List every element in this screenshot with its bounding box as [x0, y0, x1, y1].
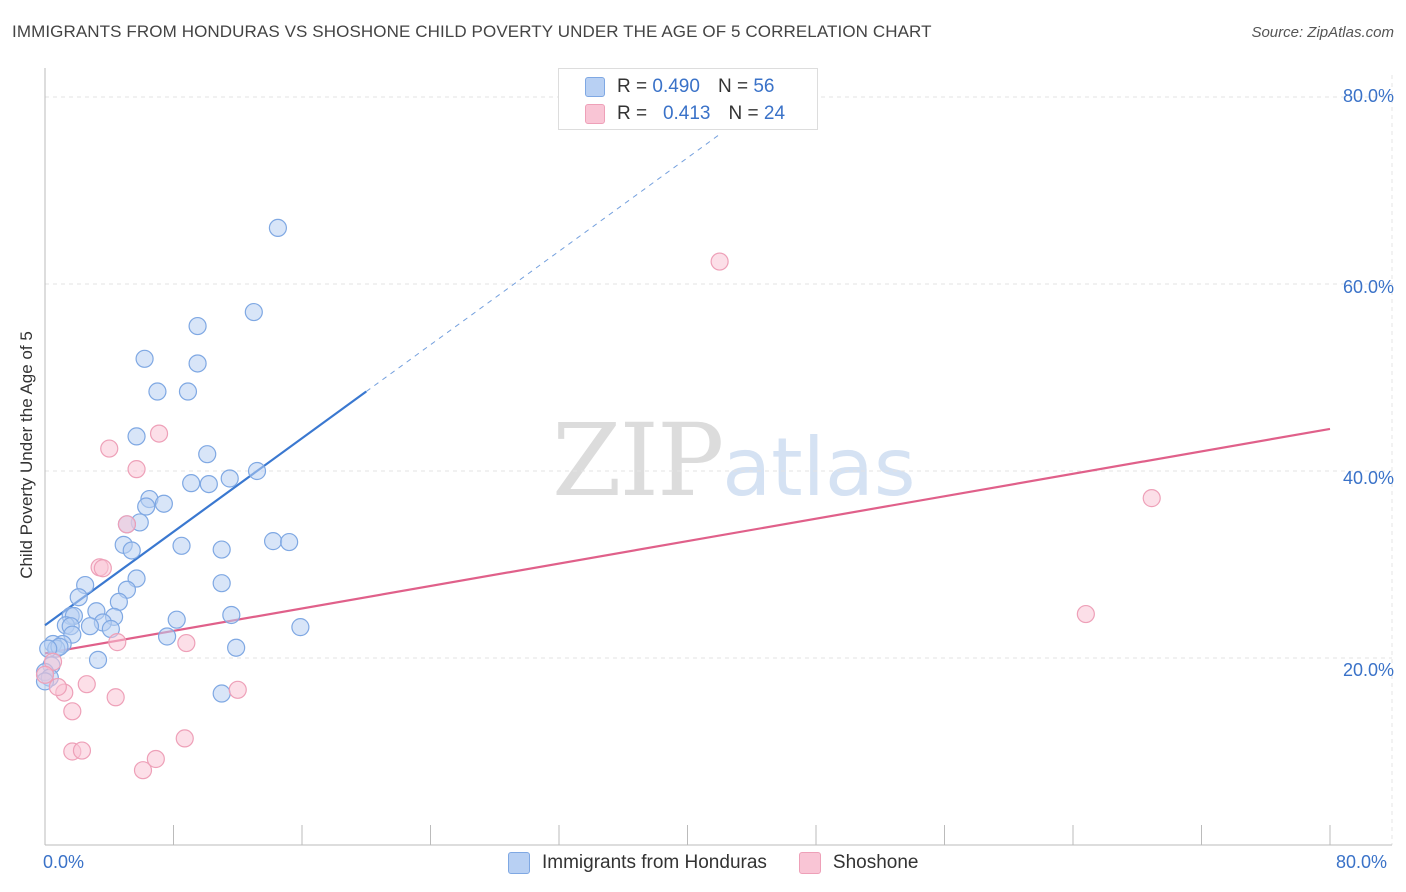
- data-point: [80, 617, 100, 636]
- data-point: [177, 633, 196, 653]
- data-point: [117, 515, 137, 534]
- data-point: [127, 460, 146, 479]
- data-point: [198, 445, 217, 464]
- trend-lines: [44, 133, 1331, 655]
- r-label: R =: [617, 76, 648, 97]
- data-point: [122, 541, 141, 560]
- x-tick-label: 80.0%: [1336, 852, 1388, 872]
- data-point: [188, 316, 207, 336]
- r-value: 0.490: [652, 76, 700, 97]
- trend-line: [44, 427, 1331, 655]
- data-point: [263, 532, 283, 551]
- x-tick-label: 0.0%: [43, 852, 85, 872]
- data-point: [244, 302, 263, 322]
- data-point: [710, 252, 729, 271]
- data-point: [72, 741, 92, 760]
- data-point: [148, 382, 167, 401]
- chart-title: IMMIGRANTS FROM HONDURAS VS SHOSHONE CHI…: [12, 22, 932, 41]
- data-point: [157, 627, 177, 646]
- data-point: [43, 652, 63, 671]
- trend-line: [44, 390, 367, 627]
- legend-item-shoshone: Shoshone: [798, 852, 919, 874]
- data-point: [167, 610, 186, 629]
- legend-swatch-pink: [798, 852, 821, 874]
- axes: [44, 68, 1392, 846]
- data-point: [227, 638, 246, 657]
- data-point: [88, 650, 108, 669]
- data-point: [106, 688, 125, 707]
- y-tick-label: 60.0%: [1342, 277, 1394, 297]
- y-tick-label: 80.0%: [1342, 86, 1394, 106]
- data-point: [1076, 604, 1095, 624]
- watermark: ZIPatlas: [552, 402, 916, 519]
- data-point: [175, 729, 194, 748]
- data-point: [182, 474, 201, 493]
- legend-row-shoshone: R = 0.413 N = 24: [585, 102, 785, 126]
- n-value: 24: [763, 103, 786, 124]
- data-point: [127, 427, 146, 446]
- data-point: [199, 474, 218, 494]
- y-axis-title: Child Poverty Under the Age of 5: [17, 331, 36, 579]
- data-point: [137, 497, 156, 516]
- legend-label: Immigrants from Honduras: [542, 852, 767, 873]
- data-point: [212, 684, 231, 703]
- data-point: [228, 680, 247, 699]
- data-point: [222, 605, 241, 625]
- data-point: [149, 424, 169, 443]
- r-value: 0.413: [662, 103, 711, 124]
- trend-extension: [365, 133, 720, 392]
- source-label: Source: ZipAtlas.com: [1251, 24, 1394, 41]
- data-point: [135, 349, 154, 368]
- data-point: [178, 382, 198, 401]
- series-legend: Immigrants from Honduras Shoshone: [508, 852, 950, 874]
- y-tick-label: 20.0%: [1342, 660, 1394, 680]
- data-point: [146, 749, 165, 769]
- legend-swatch-blue: [585, 77, 605, 97]
- data-point: [133, 761, 153, 780]
- n-label: N =: [728, 103, 759, 124]
- gridlines: [45, 75, 1393, 845]
- data-point: [172, 536, 191, 555]
- data-point: [48, 677, 67, 697]
- data-point: [108, 633, 127, 652]
- data-points: [35, 218, 1161, 780]
- data-point: [247, 461, 267, 481]
- n-label: N =: [717, 76, 749, 97]
- data-point: [77, 675, 96, 694]
- data-point: [1142, 489, 1161, 508]
- legend-row-honduras: R = 0.490 N = 56: [585, 75, 774, 99]
- data-point: [291, 618, 310, 637]
- data-point: [280, 532, 299, 552]
- data-point: [100, 439, 119, 458]
- data-point: [212, 574, 231, 593]
- data-point: [63, 702, 82, 721]
- legend-label: Shoshone: [832, 852, 919, 873]
- y-tick-label: 40.0%: [1342, 468, 1394, 488]
- stats-legend: R = 0.490 N = 56 R = 0.413 N = 24: [558, 68, 818, 130]
- data-point: [69, 588, 88, 607]
- legend-item-honduras: Immigrants from Honduras: [508, 852, 767, 874]
- data-point: [188, 354, 207, 373]
- data-point: [220, 469, 239, 488]
- n-value: 56: [753, 76, 775, 97]
- watermark-atlas: atlas: [722, 421, 916, 514]
- data-point: [93, 559, 112, 578]
- data-point: [154, 494, 173, 513]
- r-label: R =: [617, 103, 648, 124]
- legend-swatch-blue: [508, 852, 530, 874]
- watermark-zip: ZIP: [552, 402, 724, 519]
- data-point: [35, 665, 55, 684]
- legend-swatch-pink: [585, 104, 605, 124]
- data-point: [268, 218, 288, 237]
- data-point: [212, 540, 231, 559]
